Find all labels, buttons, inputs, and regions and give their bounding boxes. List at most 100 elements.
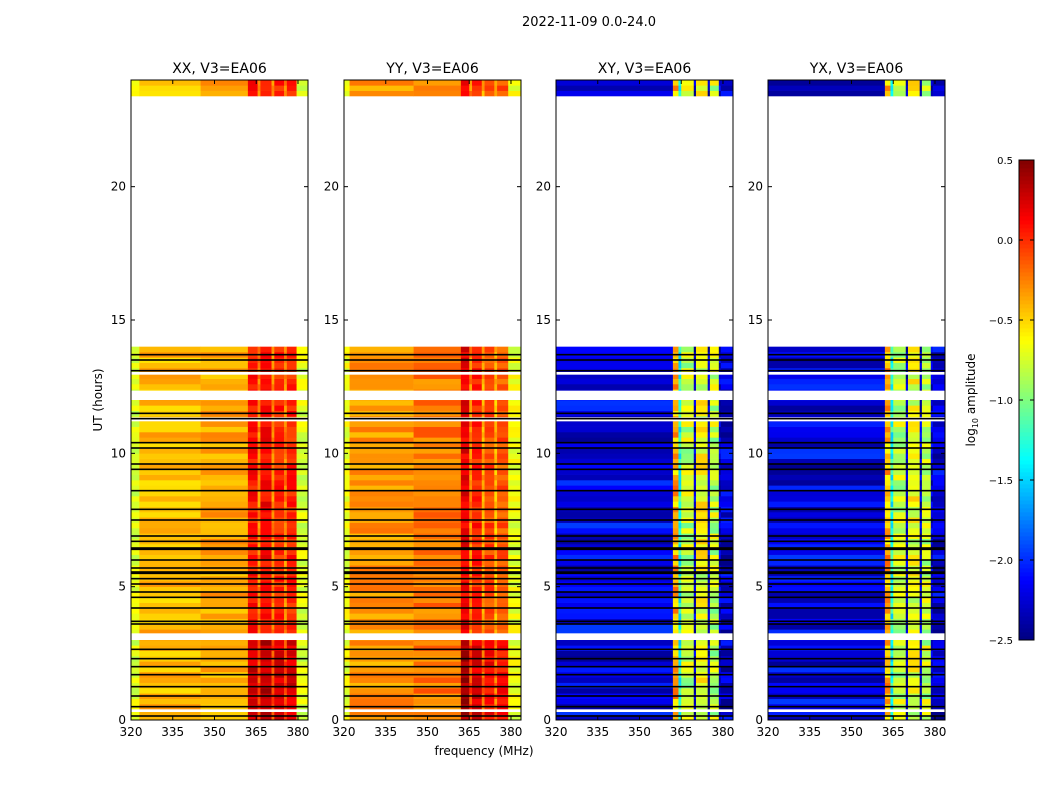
heatmap-cell [413,437,462,443]
heatmap-cell [930,661,934,667]
heatmap-cell [497,442,509,449]
flagged-row [344,447,521,449]
heatmap-cell [344,421,350,427]
heatmap-cell [884,400,891,406]
heatmap-cell [709,688,720,694]
heatmap-cell [257,85,261,91]
heatmap-cell [768,714,886,721]
flagged-row [768,623,945,625]
flagged-row [131,657,308,660]
heatmap-cell [484,448,495,454]
heatmap-cell [271,85,275,91]
heatmap-cell [131,528,140,534]
heatmap-cell [274,522,285,529]
heatmap-cell [907,384,920,390]
heatmap-cell [907,645,920,651]
heatmap-cell [921,512,932,518]
heatmap-cell [890,384,894,390]
heatmap-cell [930,528,934,534]
colorbar-swatch [1019,472,1034,477]
heatmap-cell [932,549,946,555]
heatmap-cell [919,378,923,385]
heatmap-cell [472,682,483,689]
heatmap-cell [893,384,907,390]
heatmap-cell [494,586,498,593]
flagged-row [768,547,945,549]
heatmap-cell [930,714,934,721]
heatmap-cell [484,640,495,646]
heatmap-cell [556,602,674,609]
flagged-row [131,715,308,717]
heatmap-cell [344,448,350,454]
heatmap-cell [693,586,697,593]
heatmap-cell [139,554,201,561]
heatmap-cell [481,645,485,651]
heatmap-cell [907,346,920,353]
heatmap-cell [921,698,932,705]
heatmap-cell [344,608,350,614]
heatmap-cell [893,698,907,705]
heatmap-cell [672,586,679,593]
heatmap-cell [271,426,275,433]
colorbar-swatch [1019,532,1034,537]
flagged-row [131,673,308,676]
y-tick-label: 20 [748,180,763,194]
heatmap-cell [271,592,275,598]
heatmap-cell [497,512,509,518]
heatmap-cell [469,640,473,646]
blank-row [344,633,521,640]
heatmap-cell [893,453,907,459]
heatmap-cell [919,661,923,667]
heatmap-cell [695,378,708,385]
heatmap-cell [921,629,932,635]
heatmap-cell [768,90,886,97]
heatmap-cell [460,346,470,353]
heatmap-cell [286,650,297,657]
heatmap-cell [720,602,734,609]
heatmap-cell [413,645,462,651]
heatmap-cell [413,442,462,449]
heatmap-cell [768,666,886,673]
heatmap-cell [556,544,674,550]
heatmap-cell [260,426,272,433]
heatmap-cell [695,458,708,465]
heatmap-cell [884,645,891,651]
heatmap-cell [695,661,708,667]
heatmap-cell [286,554,297,561]
heatmap-cell [678,437,682,443]
heatmap-cell [768,544,886,550]
heatmap-cell [481,80,485,86]
heatmap-cell [349,544,414,550]
heatmap-cell [930,501,934,507]
heatmap-cell [930,421,934,427]
blank-row [556,709,733,712]
heatmap-cell [296,90,309,97]
heatmap-cell [678,501,682,507]
heatmap-cell [720,714,734,721]
heatmap-cell [681,469,695,475]
heatmap-cell [695,448,708,454]
heatmap-cell [494,400,498,406]
heatmap-cell [890,90,894,97]
heatmap-cell [257,485,261,491]
flagged-row [556,463,733,465]
heatmap-cell [497,464,509,470]
heatmap-cell [720,650,734,657]
heatmap-cell [884,405,891,411]
heatmap-cell [893,464,907,470]
heatmap-cell [200,512,249,518]
heatmap-cell [890,474,894,481]
heatmap-cell [884,458,891,465]
flagged-row [768,607,945,609]
heatmap-cell [508,522,522,529]
heatmap-cell [296,485,309,491]
heatmap-cell [286,453,297,459]
heatmap-cell [472,432,483,438]
heatmap-cell [139,453,201,459]
heatmap-cell [707,464,711,470]
heatmap-cell [481,528,485,534]
heatmap-cell [247,378,258,385]
heatmap-cell [469,645,473,651]
heatmap-cell [296,458,309,465]
heatmap-cell [257,80,261,86]
